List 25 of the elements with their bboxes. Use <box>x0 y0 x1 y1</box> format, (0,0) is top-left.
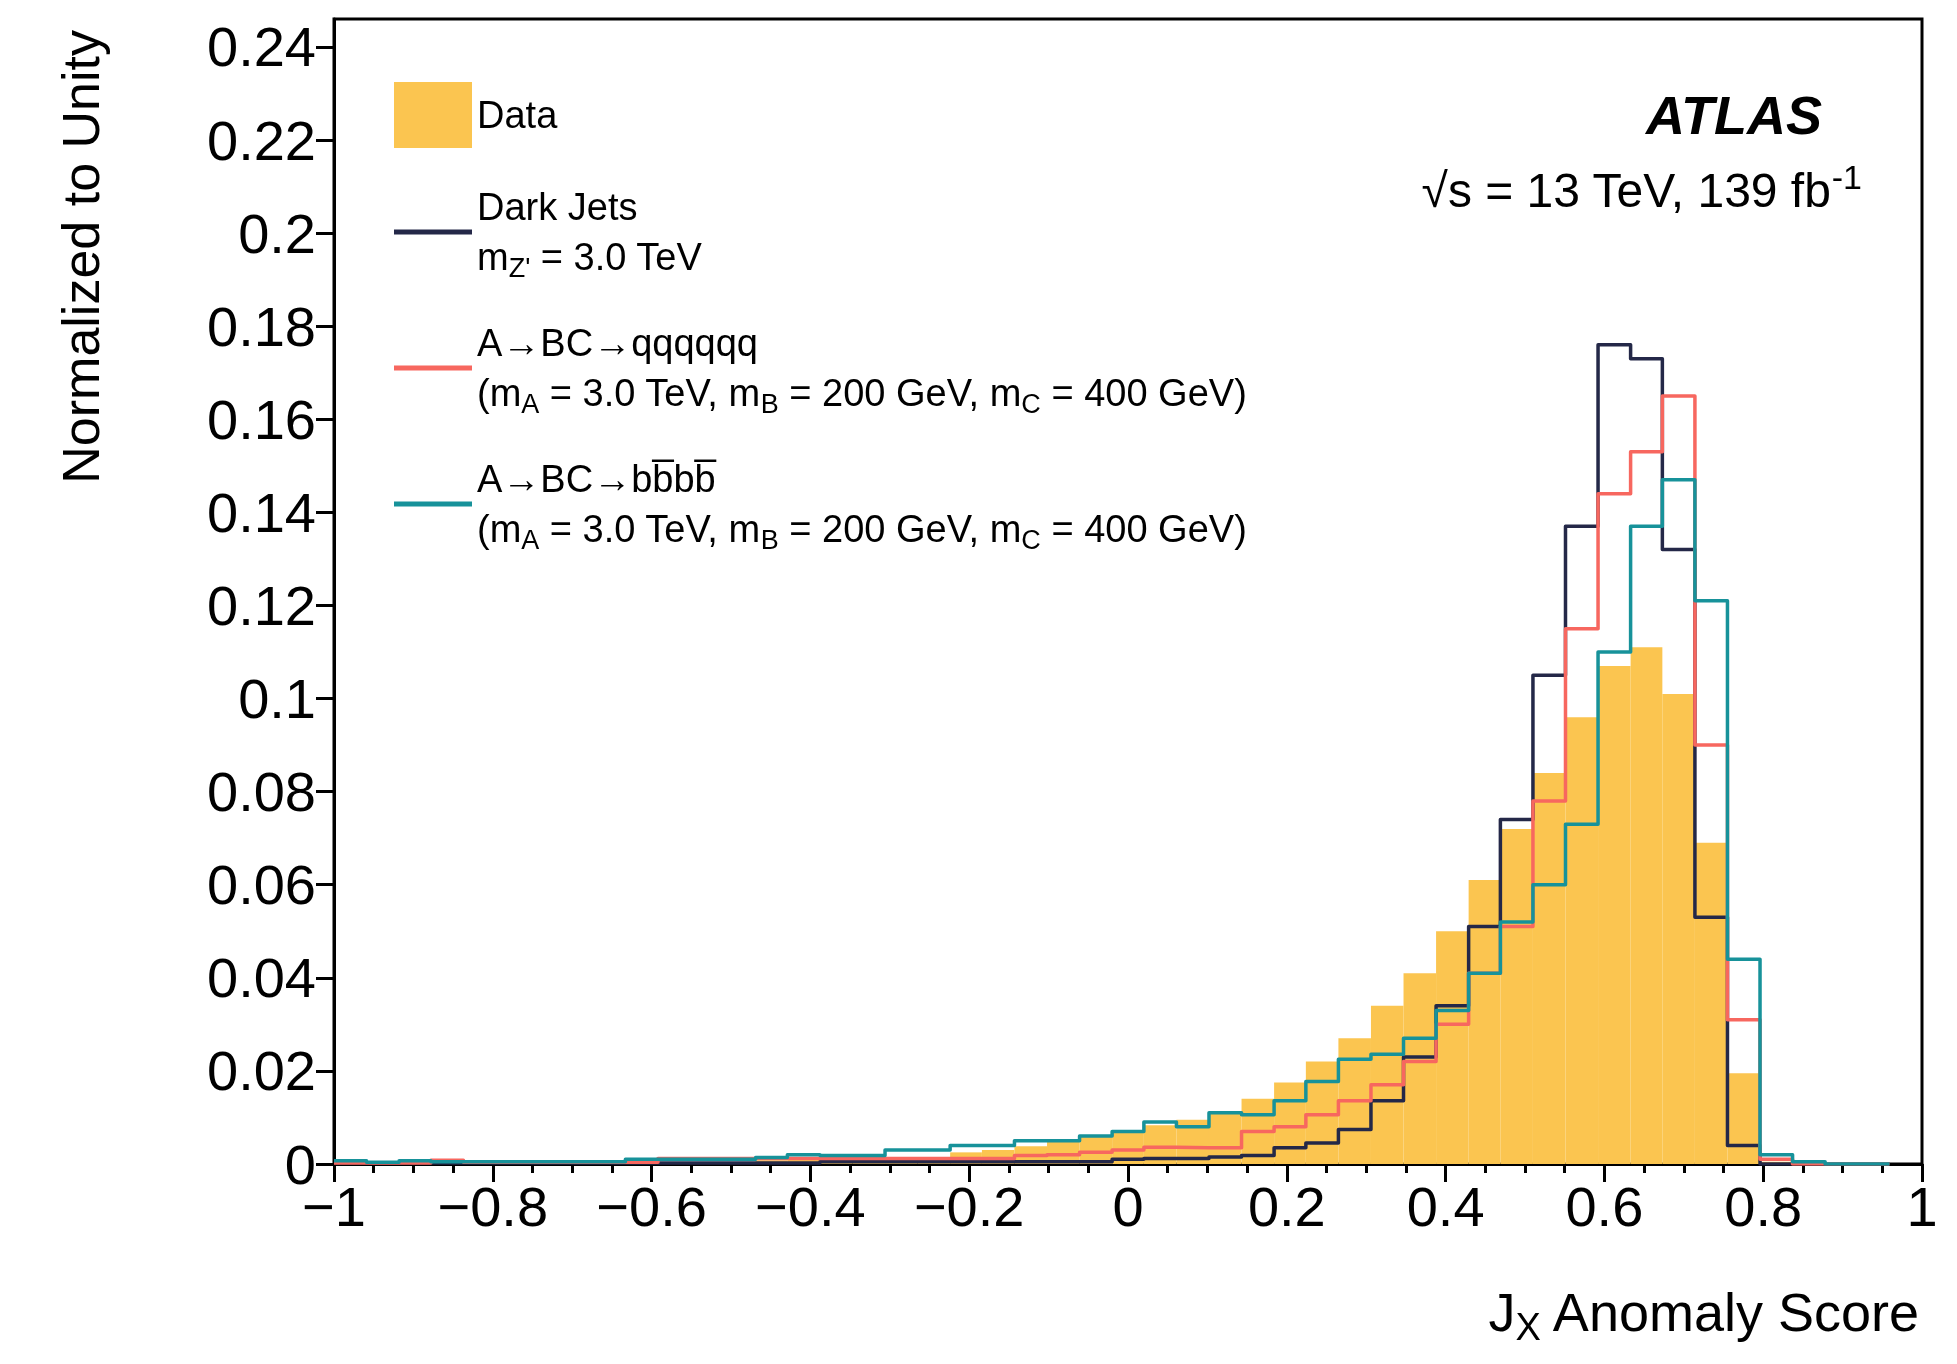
x-tick-label: −0.6 <box>596 1174 707 1238</box>
y-tick-label: 0.2 <box>238 201 316 265</box>
legend-label: Data <box>477 94 559 136</box>
x-tick-label: −0.2 <box>913 1174 1025 1238</box>
y-tick-label: 0.22 <box>207 108 316 172</box>
x-tick-label: 0.6 <box>1565 1174 1644 1238</box>
x-tick-label: 0 <box>1112 1174 1144 1238</box>
y-tick-label: 0.1 <box>238 667 316 731</box>
y-tick-label: 0.18 <box>207 294 316 358</box>
x-tick-label: 0.4 <box>1406 1174 1485 1238</box>
x-tick-label: 1 <box>1906 1174 1938 1238</box>
y-tick-label: 0.02 <box>207 1039 316 1103</box>
annotation: ATLAS <box>1644 85 1823 145</box>
y-axis-title: Normalized to Unity <box>52 30 110 484</box>
y-tick-label: 0.24 <box>207 15 316 79</box>
y-tick-label: 0.14 <box>207 480 316 544</box>
x-tick-label: 0.2 <box>1247 1174 1326 1238</box>
x-tick-label: −0.4 <box>755 1174 866 1238</box>
y-tick-label: 0.04 <box>207 946 316 1010</box>
y-tick-label: 0.08 <box>207 760 316 824</box>
y-tick-label: 0.12 <box>207 573 316 637</box>
y-tick-label: 0.16 <box>207 387 316 451</box>
y-tick-label: 0.06 <box>207 853 316 917</box>
x-tick-label: −0.8 <box>437 1174 549 1238</box>
x-tick-label: 0.8 <box>1724 1174 1803 1238</box>
